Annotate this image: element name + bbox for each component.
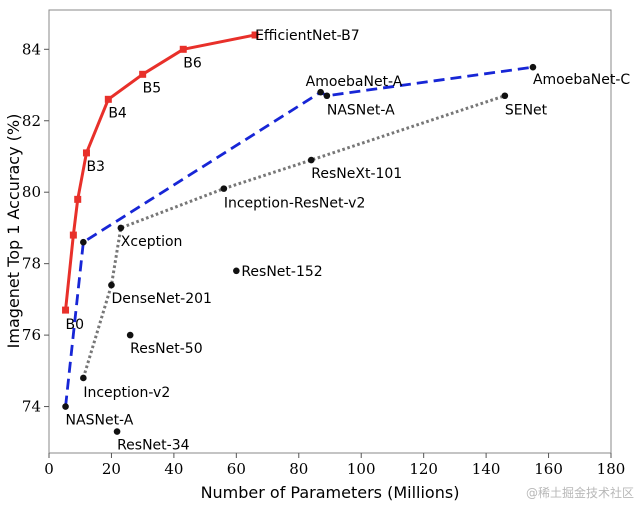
y-axis: 74 76 78 80 82 84 xyxy=(22,40,49,416)
data-point xyxy=(179,45,187,53)
x-axis-title: Number of Parameters (Millions) xyxy=(201,483,460,502)
point-label: ResNet-50 xyxy=(130,341,202,357)
point-label: B0 xyxy=(66,317,85,333)
series-layer: B0 B3 B4 B5 B6 EfficientNet-B7 NASNet-A AmoebaN… xyxy=(62,28,630,429)
point-label: NASNet-A xyxy=(327,103,395,119)
point-label: AmoebaNet-A xyxy=(306,74,403,90)
point-label: B6 xyxy=(183,55,202,71)
x-tick-label: 40 xyxy=(164,460,183,478)
data-point xyxy=(117,224,125,232)
point-label: AmoebaNet-C xyxy=(533,72,630,88)
point-label: ResNet-152 xyxy=(241,264,322,280)
data-point xyxy=(501,92,509,100)
point-label: ResNet-34 xyxy=(117,438,190,454)
data-point xyxy=(69,231,77,239)
point-label: Xception xyxy=(121,234,183,250)
data-point xyxy=(139,70,147,78)
data-point xyxy=(323,92,331,100)
point-label: Inception-ResNet-v2 xyxy=(224,196,366,212)
point-label: DenseNet-201 xyxy=(111,291,212,307)
series-line-0 xyxy=(64,33,256,311)
y-tick-label: 76 xyxy=(22,326,41,344)
series-line-2 xyxy=(81,94,506,379)
data-point xyxy=(317,88,324,96)
x-tick-label: 60 xyxy=(227,460,246,478)
x-tick-label: 20 xyxy=(102,460,121,478)
data-point xyxy=(104,95,112,103)
x-tick-label: 0 xyxy=(44,460,54,478)
y-tick-label: 80 xyxy=(22,183,41,201)
y-axis-title: Imagenet Top 1 Accuracy (%) xyxy=(4,114,23,349)
data-point xyxy=(251,31,259,39)
point-label: SENet xyxy=(505,103,548,119)
data-point xyxy=(126,331,134,339)
y-tick-label: 78 xyxy=(22,255,41,273)
standalone-points: ResNet-152 ResNet-50 ResNet-34 xyxy=(113,264,323,454)
x-tick-label: 80 xyxy=(289,460,308,478)
data-point xyxy=(80,374,87,382)
point-label: B4 xyxy=(108,105,127,121)
data-point xyxy=(307,156,315,164)
data-point xyxy=(80,238,87,246)
x-tick-label: 160 xyxy=(534,460,563,478)
y-tick-label: 82 xyxy=(22,112,41,130)
point-label: NASNet-A xyxy=(66,413,134,429)
point-label: EfficientNet-B7 xyxy=(255,28,360,44)
data-point xyxy=(233,267,240,275)
data-point xyxy=(82,149,90,157)
data-point xyxy=(220,185,228,192)
watermark-text: @稀土掘金技术社区 xyxy=(525,486,634,500)
data-point xyxy=(113,428,121,435)
plot-area-frame xyxy=(48,9,612,454)
point-label: B3 xyxy=(86,159,105,175)
data-point xyxy=(529,63,537,71)
x-axis: 0 20 40 60 80 100 120 140 160 180 xyxy=(44,453,625,478)
data-point xyxy=(62,403,69,410)
data-point xyxy=(74,195,82,203)
data-point xyxy=(108,281,115,289)
y-tick-label: 74 xyxy=(22,398,41,416)
x-tick-label: 120 xyxy=(409,460,438,478)
point-label: Inception-v2 xyxy=(83,385,170,401)
data-point xyxy=(62,306,70,314)
x-tick-label: 140 xyxy=(472,460,501,478)
x-tick-label: 180 xyxy=(597,460,626,478)
point-label: ResNeXt-101 xyxy=(311,166,402,182)
x-tick-label: 100 xyxy=(347,460,376,478)
point-label: B5 xyxy=(143,80,162,96)
y-tick-label: 84 xyxy=(22,40,41,58)
